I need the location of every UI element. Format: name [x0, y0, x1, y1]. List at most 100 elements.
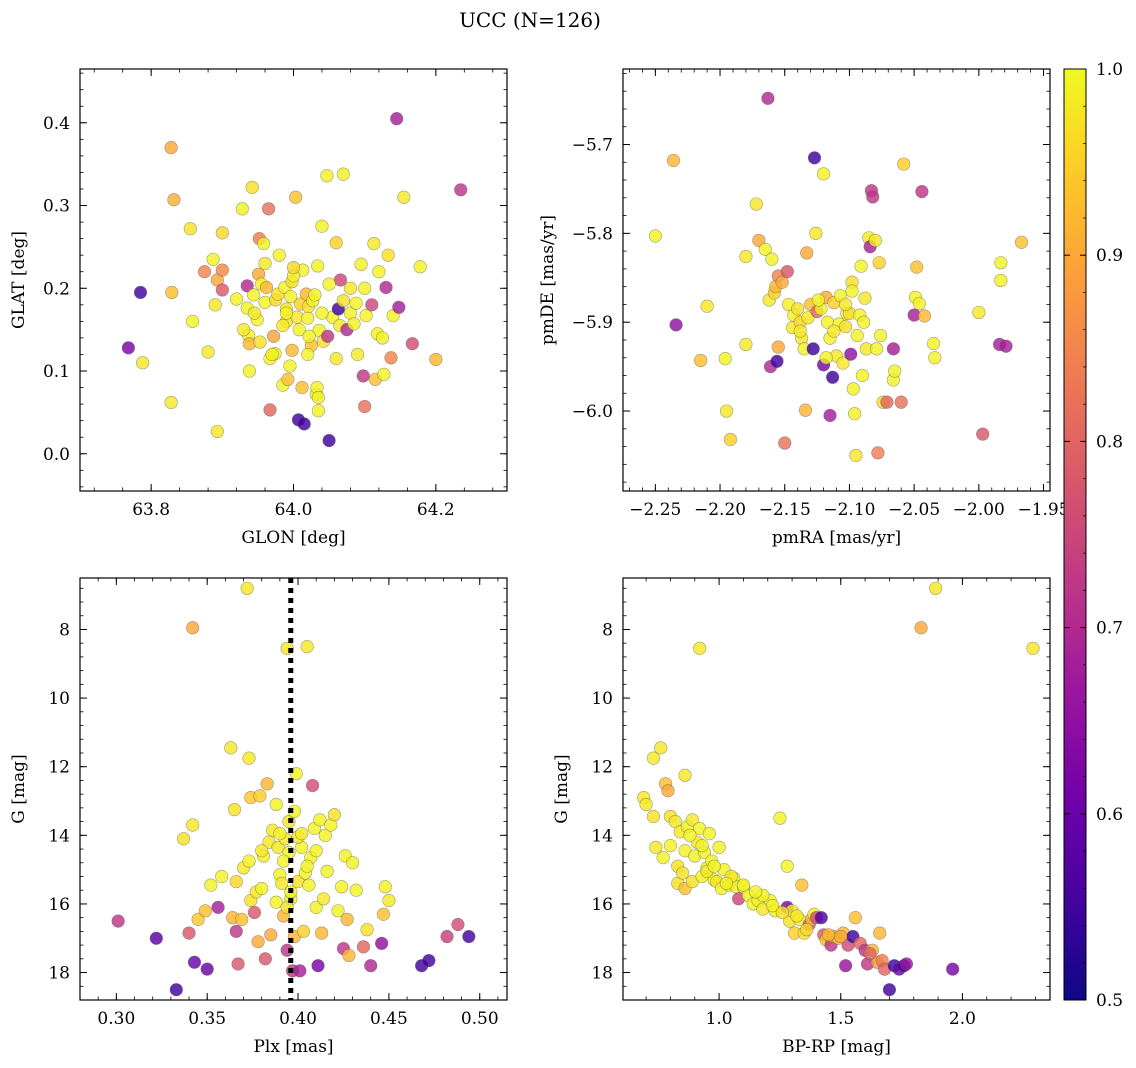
- data-point: [661, 784, 675, 798]
- data-point: [311, 959, 325, 973]
- data-point: [240, 279, 254, 293]
- data-point: [197, 265, 212, 279]
- data-point: [279, 306, 293, 320]
- axes-frame: [622, 577, 1051, 1001]
- data-point: [313, 813, 327, 827]
- x-tick-label: 0.40: [279, 1009, 317, 1029]
- data-point: [340, 912, 354, 926]
- data-point: [206, 252, 220, 266]
- data-point: [224, 741, 238, 755]
- data-point: [926, 336, 941, 351]
- data-point: [397, 190, 411, 204]
- data-point: [345, 856, 360, 870]
- data-point: [336, 294, 350, 308]
- y-tick-label: 16: [591, 895, 613, 915]
- points-cmd: [637, 581, 1040, 997]
- data-point: [329, 236, 343, 250]
- data-point: [331, 904, 345, 918]
- data-point: [149, 931, 163, 945]
- data-point: [707, 859, 721, 873]
- data-point: [693, 641, 707, 655]
- data-point: [320, 169, 334, 183]
- data-point: [253, 335, 267, 349]
- data-point: [855, 368, 869, 383]
- data-point: [739, 249, 753, 264]
- data-point: [315, 219, 329, 233]
- data-point: [329, 352, 343, 366]
- data-point: [405, 337, 419, 351]
- data-point: [375, 331, 390, 345]
- data-point: [946, 962, 960, 976]
- data-point: [839, 959, 853, 973]
- data-point: [775, 905, 789, 920]
- data-point: [347, 317, 361, 331]
- data-point: [1014, 235, 1029, 249]
- data-point: [381, 248, 395, 262]
- data-point: [187, 955, 202, 969]
- data-point: [712, 840, 726, 854]
- data-point: [994, 256, 1008, 270]
- data-point: [235, 202, 249, 216]
- data-point: [242, 751, 256, 765]
- x-tick-label: −2.00: [953, 500, 1005, 520]
- data-point: [286, 260, 301, 275]
- data-point: [780, 264, 794, 279]
- data-point: [678, 768, 692, 782]
- y-tick-label: 0.4: [43, 114, 70, 134]
- data-point: [356, 940, 371, 954]
- data-point: [365, 298, 379, 312]
- data-point: [251, 935, 265, 949]
- data-point: [870, 342, 884, 356]
- data-point: [164, 395, 178, 410]
- data-point: [372, 265, 386, 279]
- y-tick-label: 0.2: [43, 279, 70, 299]
- data-point: [349, 883, 363, 897]
- data-point: [800, 246, 814, 260]
- data-point: [336, 167, 350, 181]
- data-point: [242, 854, 256, 868]
- x-axis-label: GLON [deg]: [241, 528, 345, 548]
- data-point: [283, 359, 297, 373]
- data-point: [111, 914, 125, 928]
- data-point: [999, 339, 1013, 353]
- data-point: [276, 854, 291, 868]
- data-point: [272, 248, 286, 262]
- data-point: [316, 892, 331, 906]
- data-point: [773, 811, 787, 825]
- data-point: [858, 291, 872, 305]
- data-point: [739, 337, 753, 352]
- data-point: [390, 112, 404, 126]
- data-point: [429, 352, 443, 367]
- data-point: [880, 395, 894, 409]
- data-point: [165, 285, 179, 300]
- x-tick-label: −2.05: [888, 500, 940, 520]
- y-tick-label: −5.9: [572, 313, 613, 333]
- data-point: [308, 288, 322, 302]
- data-point: [215, 283, 229, 297]
- colorbar-gradient: [1063, 68, 1087, 1001]
- data-point: [255, 844, 269, 858]
- x-tick-label: 0.30: [97, 1009, 135, 1029]
- data-point: [910, 260, 924, 274]
- points-plx: [111, 581, 476, 997]
- data-point: [765, 252, 779, 266]
- data-point: [300, 859, 314, 873]
- data-point: [302, 329, 316, 343]
- x-tick-label: −2.10: [823, 500, 875, 520]
- data-point: [309, 844, 323, 858]
- x-tick-label: 0.45: [370, 1009, 408, 1029]
- data-point: [245, 180, 259, 194]
- data-point: [821, 928, 836, 942]
- data-point: [281, 372, 295, 386]
- data-point: [265, 347, 279, 362]
- data-point: [136, 356, 150, 370]
- x-tick-label: −2.25: [629, 500, 681, 520]
- data-point: [269, 895, 283, 909]
- data-point: [849, 448, 863, 463]
- data-point: [377, 367, 391, 381]
- x-tick-label: 1.0: [706, 1009, 733, 1029]
- data-point: [451, 917, 465, 932]
- data-point: [204, 878, 218, 892]
- data-point: [322, 277, 336, 291]
